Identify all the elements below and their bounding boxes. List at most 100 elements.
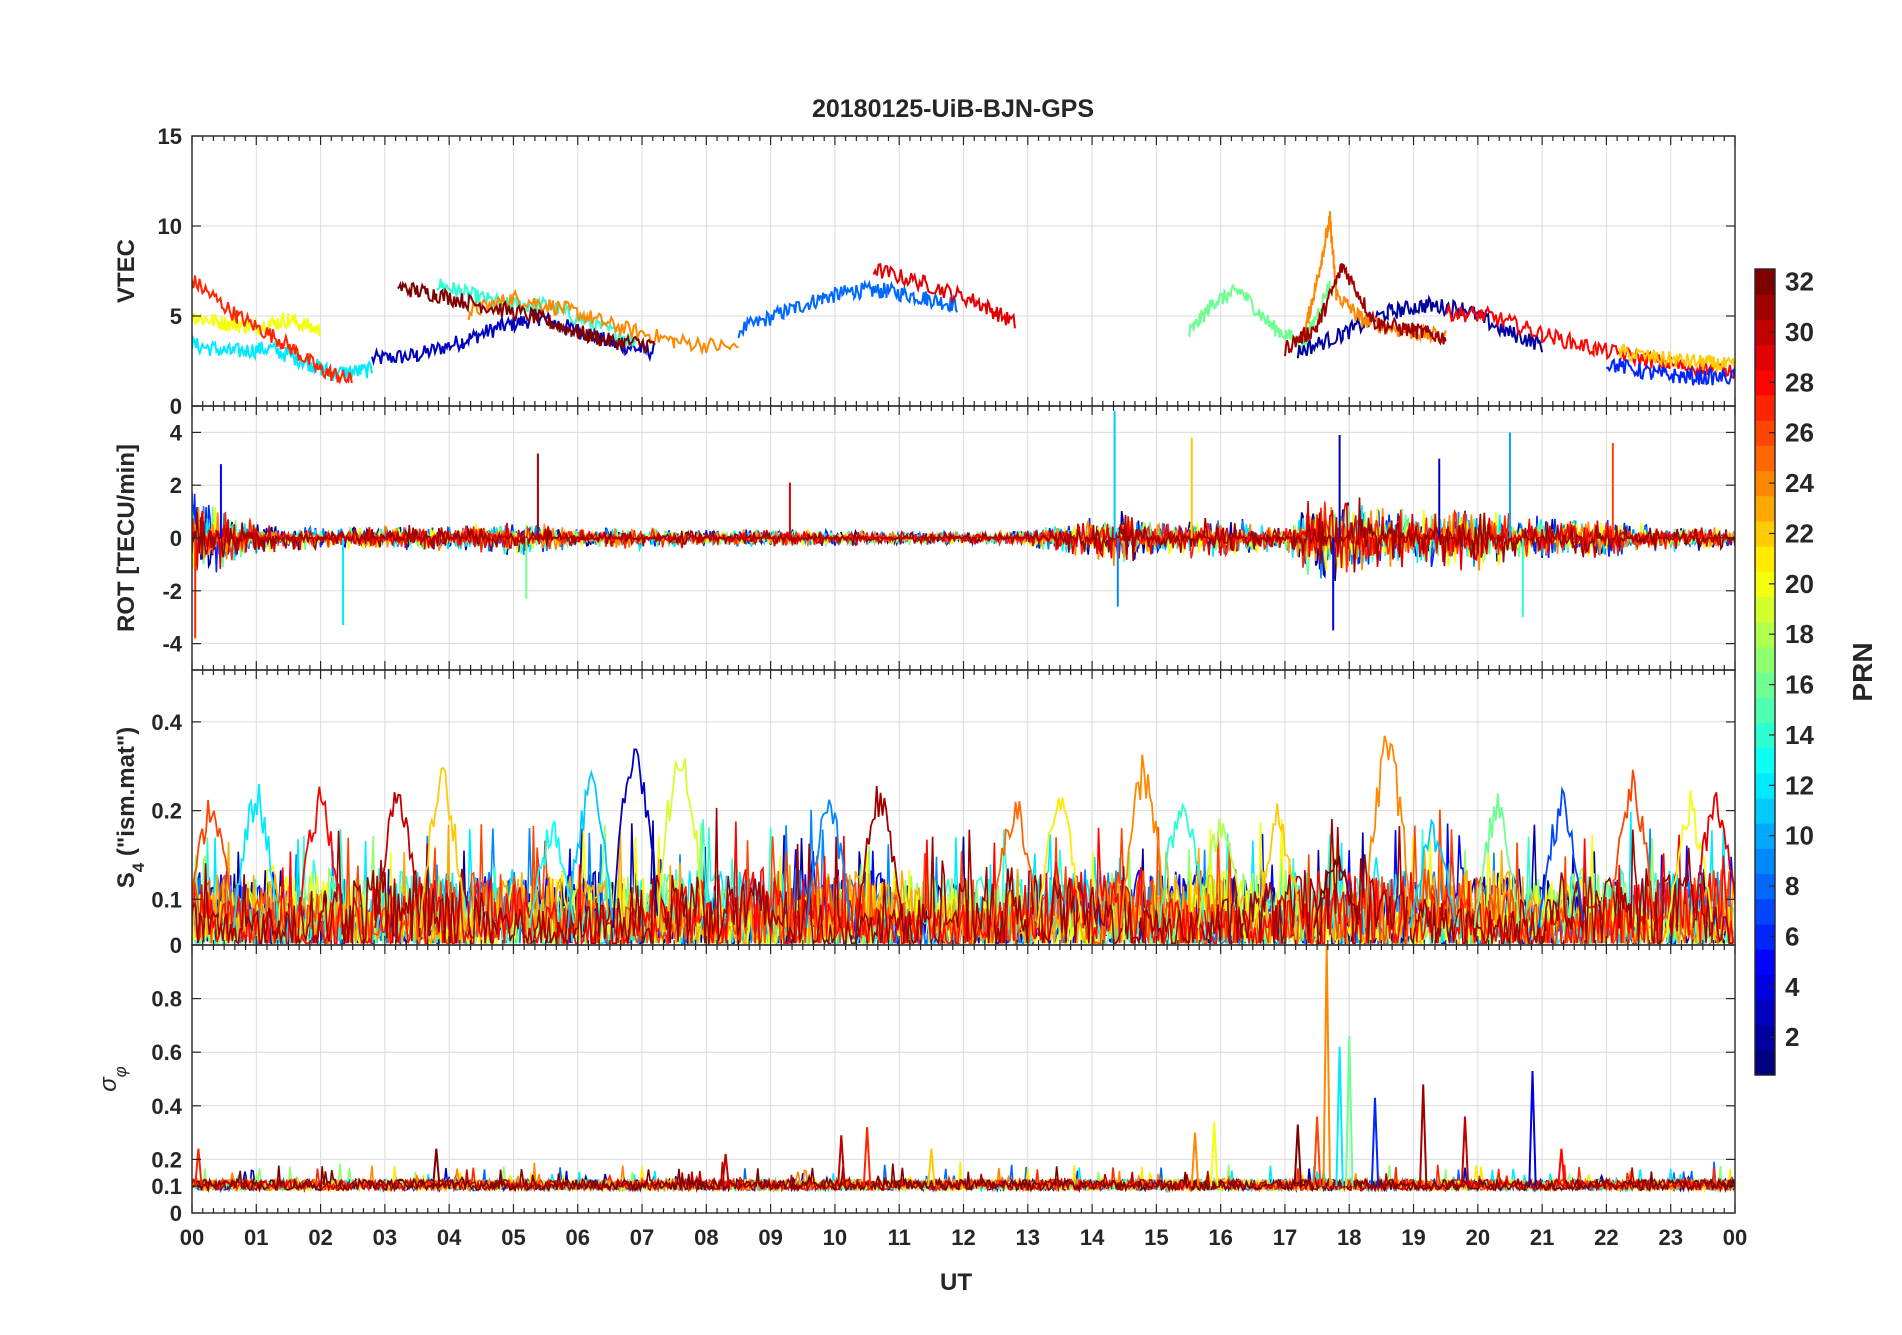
colorbar-cell xyxy=(1755,923,1775,950)
s4-peak xyxy=(1313,855,1360,929)
plot-area-sigma_phi xyxy=(192,945,1735,1194)
panel-vtec: 0 5 10 15 VTEC xyxy=(113,124,1736,419)
vtec-series-line xyxy=(737,279,959,339)
x-tick-label: 01 xyxy=(244,1225,268,1250)
colorbar-cell xyxy=(1755,747,1775,774)
colorbar-cell xyxy=(1755,1049,1775,1076)
colorbar-tick-label: 22 xyxy=(1785,518,1814,548)
s4-peak xyxy=(991,801,1038,928)
sigma-peak xyxy=(1370,1097,1380,1187)
y-tick-label: -4 xyxy=(162,632,182,657)
sigma-peak xyxy=(837,1135,846,1187)
colorbar-frame xyxy=(1754,268,1776,1076)
colorbar-cell xyxy=(1755,294,1775,320)
x-tick-label: 14 xyxy=(1080,1225,1105,1250)
colorbar-cell xyxy=(1755,697,1775,723)
y-tick-label: 5 xyxy=(170,304,182,329)
s4-peak xyxy=(1364,735,1411,928)
s4-peak xyxy=(419,766,466,928)
y-tick-label: 0.4 xyxy=(151,710,182,735)
colorbar-cell xyxy=(1755,445,1775,472)
y-tick-label: 2 xyxy=(170,473,182,498)
sigma-peak xyxy=(1293,1124,1302,1187)
s4-peak xyxy=(192,799,234,922)
s4-peak xyxy=(374,792,421,929)
x-tick-label: 20 xyxy=(1466,1225,1490,1250)
y-tick-label: -2 xyxy=(162,579,182,604)
plot-area-vtec xyxy=(192,210,1735,386)
colorbar-tick-label: 16 xyxy=(1785,670,1814,700)
colorbar-cell xyxy=(1755,470,1775,497)
colorbar-cell xyxy=(1755,394,1775,421)
vtec-series-line xyxy=(1284,262,1447,357)
colorbar-cell xyxy=(1755,974,1775,1001)
colorbar-cell xyxy=(1755,369,1775,396)
colorbar-tick-label: 30 xyxy=(1785,317,1814,347)
x-tick-label: 09 xyxy=(758,1225,782,1250)
s4-peak xyxy=(1036,797,1083,928)
y-tick-label: 0.1 xyxy=(151,887,182,912)
colorbar-cell xyxy=(1755,546,1775,572)
colorbar-cell xyxy=(1755,571,1775,598)
s4-peak xyxy=(657,757,704,928)
sigma-peak xyxy=(194,1148,203,1187)
colorbar-cell xyxy=(1755,520,1775,547)
x-tick-label: 12 xyxy=(951,1225,975,1250)
colorbar-tick-label: 10 xyxy=(1785,821,1814,851)
x-tick-label: 11 xyxy=(888,1225,911,1250)
s4-peak xyxy=(1255,803,1302,929)
x-tick-label: 22 xyxy=(1594,1225,1618,1250)
y-tick-label: 4 xyxy=(170,420,183,445)
y-tick-label: 0 xyxy=(170,1201,182,1226)
x-axis-label: UT xyxy=(940,1269,972,1296)
s4-peak xyxy=(1666,790,1713,929)
colorbar-tick-label: 6 xyxy=(1785,921,1799,951)
y-tick-label: 0.6 xyxy=(151,1040,182,1065)
x-tick-label: 23 xyxy=(1658,1225,1682,1250)
vtec-series-line xyxy=(192,310,322,337)
colorbar-cell xyxy=(1755,722,1775,749)
sigma-peak xyxy=(1322,945,1331,1187)
s4-peak xyxy=(1409,818,1456,929)
s4-peak xyxy=(1692,792,1735,928)
s4-peak xyxy=(232,784,280,928)
colorbar-tick-label: 2 xyxy=(1785,1022,1799,1052)
y-tick-label: 0.4 xyxy=(151,1094,182,1119)
colorbar-cell xyxy=(1755,646,1775,673)
panel-s4: 0 0.1 0.2 0.4S4 ("ism.mat") xyxy=(113,669,1736,958)
x-tick-label: 13 xyxy=(1016,1225,1040,1250)
colorbar-cell xyxy=(1755,772,1775,799)
x-tick-label: 00 xyxy=(1723,1225,1747,1250)
s4-peak xyxy=(1120,754,1167,928)
colorbar-cell xyxy=(1755,797,1775,824)
x-tick-label: 21 xyxy=(1530,1225,1554,1250)
x-tick-label: 08 xyxy=(694,1225,718,1250)
panel-rot: -4 -2 0 2 4 ROT [TECU/min] xyxy=(113,405,1736,671)
y-tick-label: 0 xyxy=(170,394,182,419)
sigma-peak xyxy=(432,1148,441,1187)
y-tick-label: 0 xyxy=(170,933,182,958)
vtec-series-line xyxy=(1444,304,1735,380)
vtec-series-line xyxy=(872,262,1016,329)
colorbar-tick-label: 14 xyxy=(1785,720,1814,750)
panel-sigma_phi: 00.10.2 0.4 0.6 0.8 σφ xyxy=(95,944,1736,1226)
colorbar-cell xyxy=(1755,672,1775,698)
colorbar-cell xyxy=(1755,823,1775,849)
colorbar-cell xyxy=(1755,344,1775,371)
y-tick-label: 0.2 xyxy=(151,1147,182,1172)
sigma-peak xyxy=(927,1148,936,1187)
sigma-peak xyxy=(1419,1084,1428,1187)
x-tick-label: 05 xyxy=(501,1225,525,1250)
x-tick-label: 03 xyxy=(373,1225,397,1250)
x-tick-label: 07 xyxy=(630,1225,654,1250)
s4-peak xyxy=(612,748,659,928)
rot-series-line xyxy=(192,497,1735,573)
colorbar-label: PRN xyxy=(1847,642,1878,701)
y-axis-label: S4 ("ism.mat") xyxy=(113,727,148,889)
sigma-series-line xyxy=(192,1161,1735,1194)
s4-peak xyxy=(805,799,852,929)
x-tick-label: 00 xyxy=(180,1225,204,1250)
y-tick-label: 0.2 xyxy=(151,799,182,824)
